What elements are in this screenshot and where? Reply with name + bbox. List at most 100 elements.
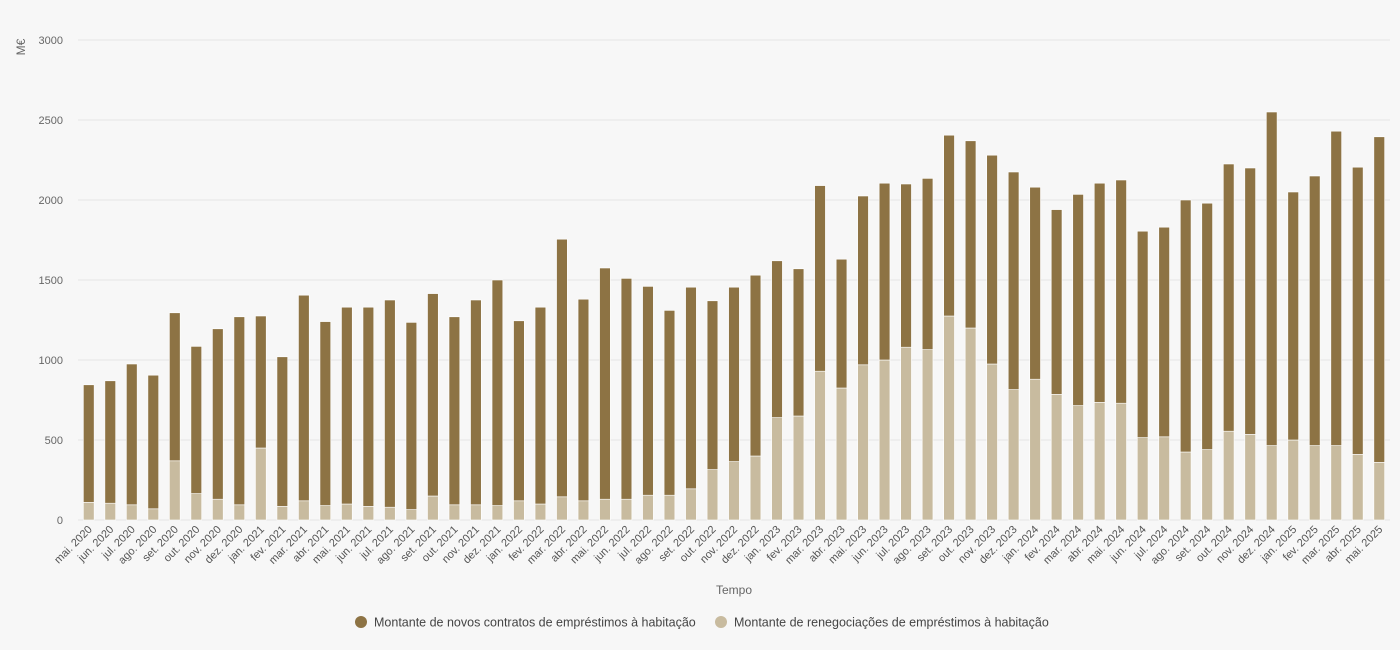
bar-renegotiations[interactable] (878, 359, 891, 521)
bar-new-contracts[interactable] (1115, 179, 1127, 404)
bar-new-contracts[interactable] (491, 279, 504, 506)
bar-renegotiations[interactable] (427, 495, 439, 521)
bar-new-contracts[interactable] (835, 258, 848, 389)
bar-new-contracts[interactable] (792, 268, 805, 417)
bar-new-contracts[interactable] (1330, 130, 1342, 446)
bar-renegotiations[interactable] (1007, 389, 1020, 521)
bar-renegotiations[interactable] (212, 498, 224, 521)
bar-new-contracts[interactable] (1179, 199, 1192, 453)
bar-renegotiations[interactable] (771, 417, 783, 521)
bar-renegotiations[interactable] (341, 503, 353, 521)
bar-renegotiations[interactable] (1223, 430, 1235, 521)
bar-renegotiations[interactable] (276, 506, 289, 521)
bar-new-contracts[interactable] (233, 316, 245, 506)
bar-renegotiations[interactable] (663, 494, 676, 521)
bar-renegotiations[interactable] (1287, 439, 1299, 521)
bar-new-contracts[interactable] (964, 140, 977, 329)
bar-renegotiations[interactable] (83, 502, 95, 521)
bar-renegotiations[interactable] (1093, 402, 1106, 521)
bar-new-contracts[interactable] (1266, 111, 1278, 446)
bar-new-contracts[interactable] (1373, 136, 1385, 463)
bar-renegotiations[interactable] (1029, 378, 1041, 521)
bar-new-contracts[interactable] (1158, 226, 1170, 438)
bar-renegotiations[interactable] (169, 460, 181, 521)
bar-renegotiations[interactable] (835, 387, 848, 521)
bar-new-contracts[interactable] (1201, 202, 1213, 450)
bar-renegotiations[interactable] (362, 506, 375, 521)
bar-new-contracts[interactable] (878, 182, 891, 361)
bar-renegotiations[interactable] (513, 500, 525, 521)
bar-new-contracts[interactable] (1029, 186, 1041, 380)
bar-new-contracts[interactable] (1309, 175, 1321, 446)
bar-renegotiations[interactable] (921, 349, 934, 521)
bar-new-contracts[interactable] (104, 380, 116, 504)
bar-renegotiations[interactable] (1179, 451, 1192, 521)
bar-new-contracts[interactable] (513, 320, 525, 502)
bar-renegotiations[interactable] (1072, 405, 1084, 521)
bar-new-contracts[interactable] (728, 286, 740, 462)
bar-renegotiations[interactable] (405, 509, 418, 521)
bar-renegotiations[interactable] (749, 455, 762, 521)
bar-new-contracts[interactable] (556, 238, 568, 498)
bar-new-contracts[interactable] (276, 356, 289, 507)
bar-new-contracts[interactable] (427, 293, 439, 497)
bar-new-contracts[interactable] (685, 286, 697, 490)
bar-new-contracts[interactable] (921, 178, 934, 350)
bar-renegotiations[interactable] (298, 500, 310, 521)
bar-new-contracts[interactable] (384, 299, 396, 508)
bar-renegotiations[interactable] (900, 346, 912, 521)
bar-renegotiations[interactable] (986, 363, 998, 521)
bar-new-contracts[interactable] (1287, 191, 1299, 441)
bar-renegotiations[interactable] (792, 415, 805, 521)
bar-renegotiations[interactable] (233, 504, 245, 521)
bar-new-contracts[interactable] (814, 185, 826, 372)
bar-renegotiations[interactable] (104, 502, 116, 521)
bar-new-contracts[interactable] (534, 306, 547, 505)
bar-new-contracts[interactable] (1072, 194, 1084, 406)
bar-renegotiations[interactable] (448, 504, 461, 521)
bar-new-contracts[interactable] (1136, 230, 1149, 438)
bar-new-contracts[interactable] (663, 310, 676, 496)
legend-label[interactable]: Montante de renegociações de empréstimos… (734, 616, 1049, 630)
bar-renegotiations[interactable] (1050, 394, 1063, 521)
bar-new-contracts[interactable] (599, 267, 611, 500)
bar-renegotiations[interactable] (599, 498, 611, 521)
bar-renegotiations[interactable] (255, 447, 267, 521)
bar-new-contracts[interactable] (319, 321, 332, 506)
bar-new-contracts[interactable] (255, 315, 267, 449)
bar-renegotiations[interactable] (620, 498, 633, 521)
bar-renegotiations[interactable] (147, 508, 159, 521)
bar-renegotiations[interactable] (126, 504, 138, 521)
bar-renegotiations[interactable] (685, 488, 697, 521)
bar-new-contracts[interactable] (405, 322, 418, 510)
bar-new-contracts[interactable] (620, 278, 633, 500)
bar-new-contracts[interactable] (169, 312, 181, 462)
bar-new-contracts[interactable] (448, 316, 461, 506)
bar-renegotiations[interactable] (1373, 462, 1385, 521)
bar-new-contracts[interactable] (1007, 171, 1020, 390)
bar-new-contracts[interactable] (1050, 209, 1063, 395)
bar-new-contracts[interactable] (1223, 163, 1235, 432)
bar-renegotiations[interactable] (319, 505, 332, 521)
bar-renegotiations[interactable] (1309, 445, 1321, 521)
bar-renegotiations[interactable] (577, 500, 590, 521)
bar-new-contracts[interactable] (147, 374, 159, 510)
bar-renegotiations[interactable] (1136, 437, 1149, 521)
bar-new-contracts[interactable] (749, 274, 762, 457)
bar-renegotiations[interactable] (556, 496, 568, 521)
bar-renegotiations[interactable] (857, 364, 869, 521)
bar-renegotiations[interactable] (1244, 434, 1256, 521)
bar-renegotiations[interactable] (1330, 445, 1342, 521)
bar-renegotiations[interactable] (491, 505, 504, 521)
bar-new-contracts[interactable] (1093, 182, 1106, 403)
bar-renegotiations[interactable] (1158, 436, 1170, 521)
bar-new-contracts[interactable] (126, 363, 138, 506)
bar-new-contracts[interactable] (706, 300, 719, 470)
bar-new-contracts[interactable] (943, 134, 955, 317)
bar-renegotiations[interactable] (1266, 445, 1278, 521)
bar-new-contracts[interactable] (771, 260, 783, 418)
bar-new-contracts[interactable] (642, 286, 654, 496)
bar-new-contracts[interactable] (577, 298, 590, 502)
bar-renegotiations[interactable] (1115, 402, 1127, 521)
bar-new-contracts[interactable] (83, 384, 95, 503)
